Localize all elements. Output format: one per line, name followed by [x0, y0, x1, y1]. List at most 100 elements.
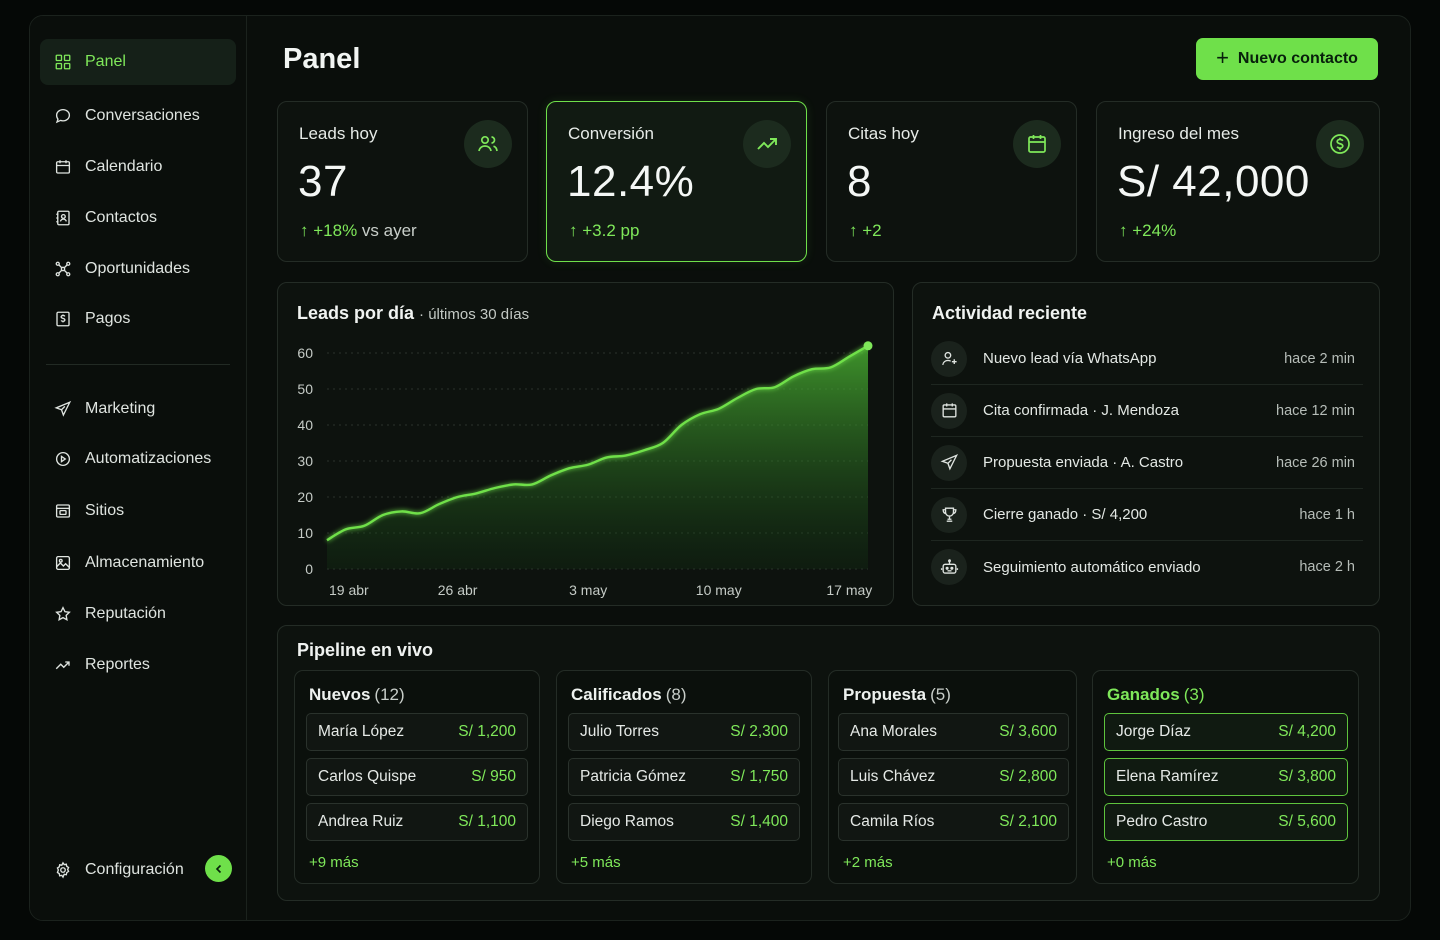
- new-contact-button[interactable]: + Nuevo contacto: [1196, 38, 1378, 80]
- deal-name: Patricia Gómez: [580, 768, 686, 785]
- calendar-icon: [931, 392, 967, 429]
- sidebar-item-oportunidades[interactable]: Oportunidades: [40, 246, 236, 292]
- column-name: Ganados: [1107, 685, 1180, 704]
- deal-amount: S/ 1,200: [458, 723, 516, 740]
- show-more-link[interactable]: +2 más: [843, 854, 893, 871]
- y-tick-label: 30: [297, 453, 313, 469]
- deal-card[interactable]: Ana Morales S/ 3,600: [838, 713, 1069, 751]
- sidebar-item-label: Panel: [85, 53, 126, 70]
- sidebar-item-sitios[interactable]: Sitios: [40, 488, 236, 534]
- activity-item[interactable]: Cierre ganado · S/ 4,200 hace 1 h: [931, 489, 1363, 541]
- deal-card[interactable]: Julio Torres S/ 2,300: [568, 713, 800, 751]
- activity-text: Propuesta enviada · A. Castro: [983, 454, 1184, 471]
- deal-amount: S/ 950: [471, 768, 516, 785]
- sidebar-item-label: Sitios: [85, 502, 125, 519]
- pipeline-column-ganados: Ganados (3) Jorge Díaz S/ 4,200 Elena Ramí…: [1092, 670, 1359, 884]
- sidebar-item-panel[interactable]: Panel: [40, 39, 236, 85]
- chart-title: Leads por día · últimos 30 días: [297, 303, 529, 324]
- kpi-label: Conversión: [568, 124, 654, 143]
- deal-card[interactable]: Elena Ramírez S/ 3,800: [1104, 758, 1348, 796]
- users-icon: [464, 120, 512, 168]
- column-count: (8): [665, 685, 687, 704]
- sidebar-item-configuracion[interactable]: Configuración: [40, 847, 236, 893]
- up-arrow-icon: ↑: [300, 221, 314, 240]
- sidebar-item-almacenamiento[interactable]: Almacenamiento: [40, 540, 236, 586]
- kpi-card-conversion: Conversión 12.4% ↑ +3.2 pp: [546, 101, 807, 262]
- deal-card[interactable]: Andrea Ruiz S/ 1,100: [306, 803, 528, 841]
- main-content: Panel + Nuevo contacto Leads hoy 37 ↑ +1…: [248, 16, 1410, 920]
- deal-card[interactable]: Patricia Gómez S/ 1,750: [568, 758, 800, 796]
- kpi-delta: ↑ +18% vs ayer: [300, 221, 417, 241]
- y-tick-label: 50: [297, 381, 313, 397]
- gear-icon: [56, 861, 70, 879]
- show-more-link[interactable]: +5 más: [571, 854, 621, 871]
- pipeline-column-calificados: Calificados (8) Julio Torres S/ 2,300 Patr…: [556, 670, 812, 884]
- trophy-icon: [931, 496, 967, 533]
- column-count: (3): [1183, 685, 1205, 704]
- sidebar-item-marketing[interactable]: Marketing: [40, 386, 236, 432]
- up-arrow-icon: ↑: [569, 221, 583, 240]
- deal-card[interactable]: María López S/ 1,200: [306, 713, 528, 751]
- deal-card[interactable]: Camila Ríos S/ 2,100: [838, 803, 1069, 841]
- leads-area-chart: 0 10 20 30 40 50 60 19 abr 26 abr 3 may 10 may 17 …: [297, 341, 873, 598]
- kpi-delta: ↑ +24%: [1119, 221, 1176, 241]
- show-more-link[interactable]: +9 más: [309, 854, 359, 871]
- deal-amount: S/ 4,200: [1278, 723, 1336, 740]
- sidebar-item-label: Almacenamiento: [85, 554, 205, 571]
- sidebar-item-label: Contactos: [85, 209, 158, 226]
- kpi-delta-value: +24%: [1132, 221, 1177, 240]
- paper-plane-icon: [931, 444, 967, 481]
- kpi-delta: ↑ +3.2 pp: [569, 221, 639, 241]
- sidebar-item-reputacion[interactable]: Reputación: [40, 591, 236, 637]
- pipeline-title: Pipeline en vivo: [297, 640, 434, 660]
- sidebar-item-conversaciones[interactable]: Conversaciones: [40, 93, 236, 139]
- activity-text: Seguimiento automático enviado: [983, 558, 1201, 576]
- kpi-card-citas: Citas hoy 8 ↑ +2: [826, 101, 1077, 262]
- deal-card[interactable]: Carlos Quispe S/ 950: [306, 758, 528, 796]
- sidebar-item-label: Conversaciones: [85, 107, 200, 124]
- kpi-delta-suffix: vs ayer: [361, 221, 417, 240]
- calendar-icon: [1013, 120, 1061, 168]
- activity-time: hace 1 h: [1299, 506, 1355, 523]
- network-icon: [55, 261, 71, 277]
- activity-text: Nuevo lead vía WhatsApp: [983, 350, 1157, 367]
- y-tick-label: 20: [297, 489, 313, 505]
- column-name: Propuesta: [843, 685, 927, 704]
- kpi-card-ingreso: Ingreso del mes S/ 42,000 ↑ +24%: [1096, 101, 1380, 262]
- sidebar-item-reportes[interactable]: Reportes: [40, 642, 236, 688]
- deal-amount: S/ 1,750: [730, 768, 788, 785]
- kpi-value: 37: [298, 157, 348, 206]
- column-title: Nuevos (12): [309, 685, 405, 705]
- activity-item[interactable]: Propuesta enviada · A. Castro hace 26 mi…: [931, 437, 1363, 489]
- deal-card[interactable]: Diego Ramos S/ 1,400: [568, 803, 800, 841]
- sidebar-item-label: Pagos: [85, 310, 131, 327]
- column-title: Propuesta (5): [843, 685, 951, 705]
- activity-item[interactable]: Cita confirmada · J. Mendoza hace 12 min: [931, 385, 1363, 437]
- deal-card[interactable]: Luis Chávez S/ 2,800: [838, 758, 1069, 796]
- kpi-value: S/ 42,000: [1117, 157, 1310, 206]
- sidebar-item-pagos[interactable]: Pagos: [40, 296, 236, 342]
- deal-card[interactable]: Pedro Castro S/ 5,600: [1104, 803, 1348, 841]
- star-icon: [55, 606, 71, 621]
- plus-icon: +: [1216, 45, 1229, 70]
- activity-time: hace 12 min: [1276, 402, 1355, 419]
- deal-name: Luis Chávez: [850, 768, 936, 785]
- sidebar-divider: [46, 364, 230, 365]
- deal-card[interactable]: Jorge Díaz S/ 4,200: [1104, 713, 1348, 751]
- sidebar-item-automatizaciones[interactable]: Automatizaciones: [40, 436, 236, 482]
- collapse-sidebar-button[interactable]: [205, 855, 232, 882]
- last-data-point: [863, 341, 873, 351]
- activity-item[interactable]: Seguimiento automático enviado hace 2 h: [931, 541, 1363, 593]
- y-tick-label: 0: [305, 561, 313, 577]
- deal-name: Carlos Quispe: [318, 768, 417, 785]
- deal-name: Andrea Ruiz: [318, 813, 404, 830]
- sidebar-item-calendario[interactable]: Calendario: [40, 144, 236, 190]
- x-tick-label: 26 abr: [438, 582, 478, 598]
- sidebar-item-contactos[interactable]: Contactos: [40, 195, 236, 241]
- kpi-delta-value: +3.2 pp: [582, 221, 640, 240]
- activity-item[interactable]: Nuevo lead vía WhatsApp hace 2 min: [931, 333, 1363, 385]
- show-more-link[interactable]: +0 más: [1107, 854, 1157, 871]
- deal-amount: S/ 5,600: [1278, 813, 1336, 830]
- activity-time: hace 2 h: [1299, 559, 1355, 575]
- deal-name: Pedro Castro: [1116, 813, 1208, 830]
